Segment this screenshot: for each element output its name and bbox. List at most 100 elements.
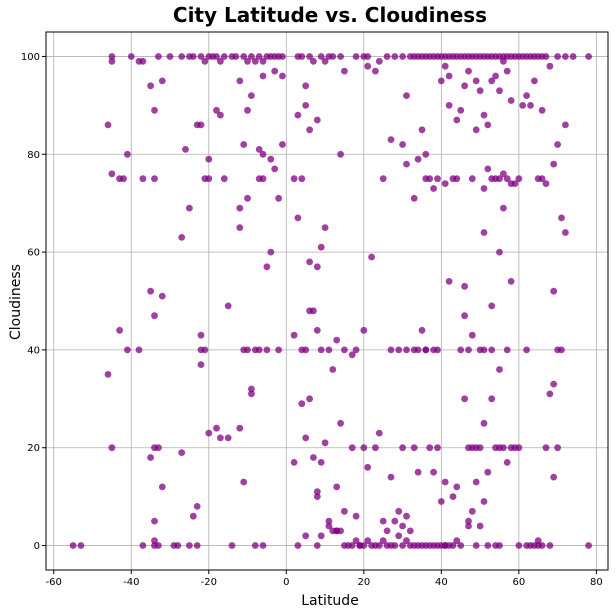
data-point [500, 57, 507, 65]
data-point [562, 121, 569, 129]
data-point [507, 97, 515, 104]
y-axis-label: Cloudiness [8, 264, 24, 340]
data-point [472, 77, 480, 85]
data-point [317, 243, 325, 251]
data-point [383, 527, 391, 535]
axis-ticks: -60 -40 -20 0 20 40 60 80 0 20 40 60 80 100 [21, 52, 603, 588]
data-point [313, 326, 321, 334]
data-point [313, 263, 321, 271]
data-point [298, 175, 306, 183]
data-point [236, 224, 244, 232]
data-point [480, 111, 488, 119]
data-point [554, 141, 561, 148]
data-point [352, 512, 360, 520]
data-point [558, 346, 565, 354]
data-point [294, 542, 302, 549]
x-tick-label: 0 [283, 577, 289, 588]
data-point [290, 459, 298, 466]
data-point [461, 395, 468, 403]
data-point [364, 53, 372, 60]
data-point [298, 53, 306, 60]
data-point [267, 155, 275, 163]
data-point [104, 371, 112, 378]
data-point [263, 346, 271, 354]
data-point [158, 292, 166, 300]
data-point [244, 106, 251, 114]
data-point [441, 180, 449, 188]
data-point [337, 419, 344, 427]
data-point [434, 444, 441, 452]
data-point [426, 444, 434, 452]
data-point [294, 214, 302, 222]
data-point [151, 312, 158, 320]
data-point [151, 517, 158, 525]
data-point [511, 180, 519, 188]
data-point [244, 194, 251, 202]
data-point [453, 175, 461, 183]
data-point [290, 331, 298, 339]
data-point [585, 53, 592, 60]
data-point [317, 53, 325, 60]
data-point [527, 102, 534, 109]
data-point [550, 473, 558, 481]
data-point [127, 53, 135, 60]
data-point [523, 346, 530, 354]
data-point [395, 346, 403, 354]
data-point [403, 160, 410, 168]
data-point [313, 116, 321, 124]
data-point [108, 57, 116, 65]
data-point [267, 248, 275, 256]
data-point [538, 106, 546, 114]
data-point [120, 175, 127, 183]
data-point [480, 346, 488, 354]
data-point [554, 444, 561, 452]
data-point [205, 175, 213, 183]
data-point [558, 214, 565, 222]
data-point [403, 346, 410, 354]
data-point [124, 150, 131, 158]
data-point [457, 106, 465, 114]
data-point [178, 234, 186, 241]
data-point [255, 346, 263, 354]
data-point [178, 449, 186, 456]
data-point [515, 542, 523, 549]
data-point [395, 532, 403, 540]
data-point [546, 390, 554, 398]
data-point [503, 175, 511, 183]
data-point [240, 346, 248, 354]
data-point [449, 493, 457, 500]
data-point [437, 77, 445, 85]
data-point [372, 67, 379, 75]
data-point [437, 498, 445, 505]
data-point [496, 175, 503, 183]
data-point [279, 72, 286, 80]
data-point [306, 126, 313, 134]
data-point [294, 111, 302, 119]
data-point [329, 53, 337, 60]
data-point [302, 102, 310, 109]
data-point [410, 444, 418, 452]
data-point [259, 542, 267, 549]
data-point [271, 67, 279, 75]
data-point [213, 424, 220, 432]
data-point [484, 121, 492, 129]
data-point [496, 542, 503, 549]
data-point [186, 542, 193, 549]
data-point [240, 53, 248, 60]
data-point [197, 346, 205, 354]
data-point [197, 331, 205, 339]
data-point [399, 522, 406, 530]
data-point [244, 57, 251, 65]
data-point [523, 92, 530, 99]
data-points [69, 53, 592, 549]
x-tick-label: -20 [201, 577, 217, 588]
data-point [236, 424, 244, 432]
data-point [465, 67, 472, 75]
data-point [496, 366, 503, 373]
data-point [321, 224, 329, 232]
data-point [213, 53, 220, 60]
data-point [492, 72, 499, 80]
data-point [313, 542, 321, 549]
data-point [337, 150, 344, 158]
data-point [445, 278, 453, 285]
